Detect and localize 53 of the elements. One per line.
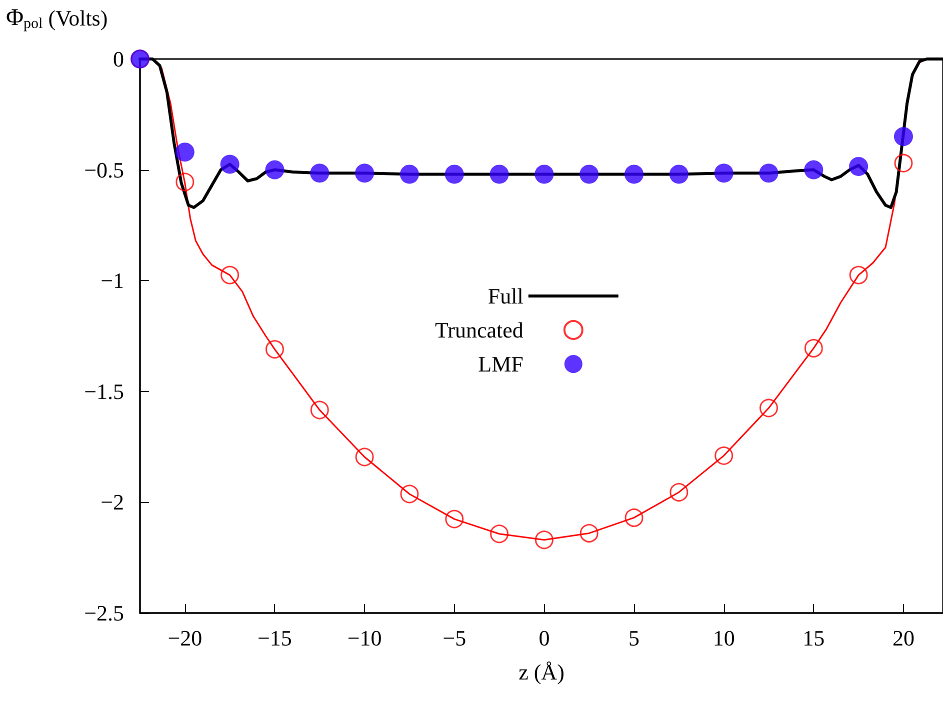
point: [534, 530, 554, 550]
point: [670, 482, 688, 502]
y-tick-label: −2.5: [84, 600, 124, 626]
point: [804, 338, 823, 358]
point: [669, 164, 688, 184]
point: [266, 340, 284, 359]
y-tick-label: −2: [100, 490, 124, 515]
x-tick-label: −5: [442, 626, 466, 650]
point: [265, 160, 284, 180]
point: [759, 164, 778, 183]
x-tick-label: −20: [168, 626, 202, 650]
point: [894, 154, 913, 172]
point: [444, 164, 464, 184]
legend-label: Full: [488, 284, 524, 308]
point: [714, 164, 734, 183]
point: [400, 164, 419, 184]
x-tick-label: −10: [347, 626, 382, 650]
x-tick-label: 20: [892, 626, 914, 650]
point: [714, 446, 734, 465]
y-tick-label: −1.5: [84, 378, 124, 404]
y-tick-label: −1: [100, 268, 124, 294]
point: [445, 510, 464, 528]
point: [760, 398, 778, 418]
x-tick-label: 15: [802, 626, 825, 650]
point: [310, 400, 329, 420]
point: [490, 524, 509, 544]
legend-label: LMF: [478, 352, 524, 376]
y-tick-label: 0: [113, 46, 124, 72]
x-tick-label: −15: [258, 626, 292, 650]
point: [580, 524, 598, 542]
point: [355, 164, 374, 183]
point: [220, 154, 240, 174]
point: [849, 266, 868, 284]
point: [310, 164, 330, 183]
y-tick-label: −0.5: [84, 157, 124, 182]
point: [220, 266, 240, 284]
point: [355, 448, 374, 466]
legend-label: Truncated: [434, 318, 524, 342]
point: [490, 164, 509, 184]
point: [624, 508, 644, 527]
point: [534, 164, 554, 184]
x-axis-title: z (Å): [518, 660, 564, 684]
point: [849, 156, 868, 176]
x-tick-label: 0: [538, 626, 550, 650]
x-tick-label: 10: [712, 626, 735, 650]
point: [624, 164, 644, 184]
point: [580, 164, 599, 184]
point: [400, 484, 419, 504]
point: [175, 142, 194, 162]
point: [176, 172, 194, 192]
point: [804, 160, 824, 180]
point: [894, 127, 913, 146]
x-tick-label: 5: [628, 626, 640, 650]
